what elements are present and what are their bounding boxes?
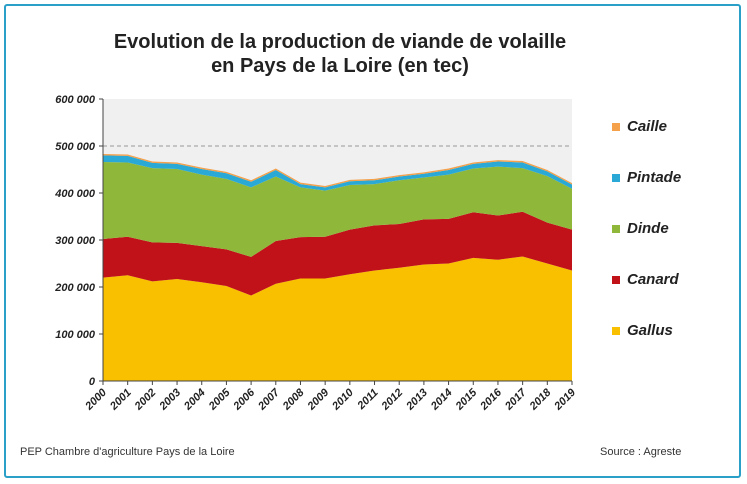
x-tick-label: 2005 (206, 386, 233, 413)
y-tick-label: 0 (89, 376, 96, 388)
y-tick-label: 300 000 (55, 235, 96, 247)
y-tick-label: 200 000 (54, 282, 96, 294)
y-tick-label: 500 000 (55, 141, 96, 153)
legend-label: Gallus (627, 322, 673, 339)
x-tick-label: 2000 (83, 386, 110, 413)
y-tick-label: 100 000 (55, 329, 96, 341)
x-tick-label: 2014 (428, 387, 455, 414)
legend-item-dinde: Dinde (612, 220, 669, 237)
chart-title-line2: en Pays de la Loire (en tec) (211, 55, 469, 77)
y-tick-label: 400 000 (54, 188, 96, 200)
x-tick-label: 2011 (355, 387, 381, 413)
chart-title-line1: Evolution de la production de viande de … (113, 31, 567, 53)
x-tick-label: 2015 (453, 386, 480, 413)
x-tick-label: 2017 (502, 386, 529, 413)
legend-swatch (612, 173, 620, 182)
x-tick-label: 2007 (255, 386, 282, 413)
y-axis: 0 100 000 200 000 300 000 400 000 500 000 600 … (54, 94, 104, 388)
footer-credit: PEP Chambre d'agriculture Pays de la Loi… (20, 446, 235, 458)
x-tick-label: 2013 (404, 387, 431, 414)
x-tick-label: 2009 (305, 386, 332, 413)
legend-item-canard: Canard (612, 271, 679, 288)
area-gallus (103, 256, 572, 381)
x-tick-label: 2016 (478, 386, 505, 413)
x-tick-label: 2004 (181, 387, 208, 414)
x-tick-label: 2008 (280, 386, 307, 413)
legend-swatch (612, 224, 620, 233)
legend-item-caille: Caille (612, 118, 667, 135)
area-pintade (103, 155, 572, 191)
x-tick-label: 2018 (527, 386, 554, 413)
area-dinde (103, 161, 572, 257)
legend-swatch (612, 122, 620, 131)
legend-item-gallus: Gallus (612, 322, 673, 339)
x-tick-label: 2012 (379, 387, 406, 414)
x-tick-label: 2002 (132, 387, 159, 414)
area-canard (103, 211, 572, 296)
legend-item-pintade: Pintade (612, 169, 681, 186)
legend-label: Dinde (627, 220, 669, 237)
footer-source: Source : Agreste (600, 446, 682, 458)
x-tick-label: 2006 (231, 386, 258, 413)
legend-swatch (612, 275, 620, 284)
x-tick-label: 2003 (157, 387, 184, 414)
x-tick-label: 2010 (329, 386, 356, 413)
y-tick-label: 600 000 (55, 94, 96, 106)
x-tick-label: 2019 (552, 386, 579, 413)
x-axis: 2000200120022003200420052006200720082009… (83, 380, 579, 414)
legend-label: Caille (627, 118, 668, 135)
chart-title: Evolution de la production de viande de … (60, 30, 620, 78)
series-areas (103, 153, 572, 381)
x-tick-label: 2001 (107, 387, 134, 414)
legend-label: Pintade (627, 169, 682, 186)
legend-label: Canard (627, 271, 679, 288)
legend-swatch (612, 326, 620, 335)
